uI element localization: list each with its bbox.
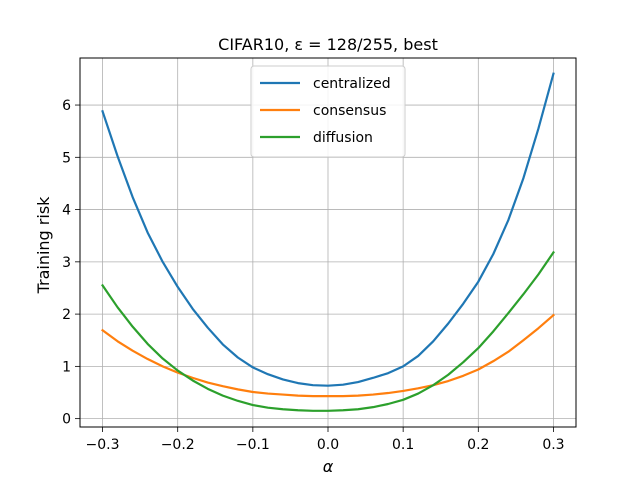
x-tick-label: 0.1 <box>392 437 414 453</box>
series-lines <box>101 72 556 412</box>
x-tick-label: 0.3 <box>542 437 564 453</box>
chart-title: CIFAR10, ε = 128/255, best <box>218 35 438 54</box>
legend-label-consensus: consensus <box>313 103 386 119</box>
series-line-centralized <box>101 72 555 387</box>
legend-label-centralized: centralized <box>313 76 391 92</box>
legend-box <box>250 65 406 158</box>
y-tick-label: 3 <box>62 255 71 271</box>
y-tick-label: 0 <box>62 412 71 428</box>
y-tick-label: 6 <box>62 98 71 114</box>
y-tick-label: 2 <box>62 307 71 323</box>
x-tick-label: −0.2 <box>161 437 195 453</box>
y-tick-label: 4 <box>62 203 71 219</box>
x-tick-label: 0.0 <box>317 437 339 453</box>
series-line-consensus <box>101 313 556 398</box>
axis-ticks: −0.3 −0.2 −0.1 0.0 0.1 0.2 0.3 0 1 2 3 4 5 6 <box>62 98 565 453</box>
y-tick-label: 1 <box>62 359 71 375</box>
y-tick-label: 5 <box>62 150 71 166</box>
series-line-diffusion <box>101 250 555 412</box>
legend: centralized consensus diffusion <box>250 65 406 158</box>
x-tick-label: 0.2 <box>467 437 489 453</box>
y-axis-label: Training risk <box>34 196 53 295</box>
x-axis-label: α <box>323 457 334 476</box>
legend-label-diffusion: diffusion <box>313 130 373 146</box>
x-tick-label: −0.3 <box>86 437 120 453</box>
x-tick-label: −0.1 <box>236 437 270 453</box>
